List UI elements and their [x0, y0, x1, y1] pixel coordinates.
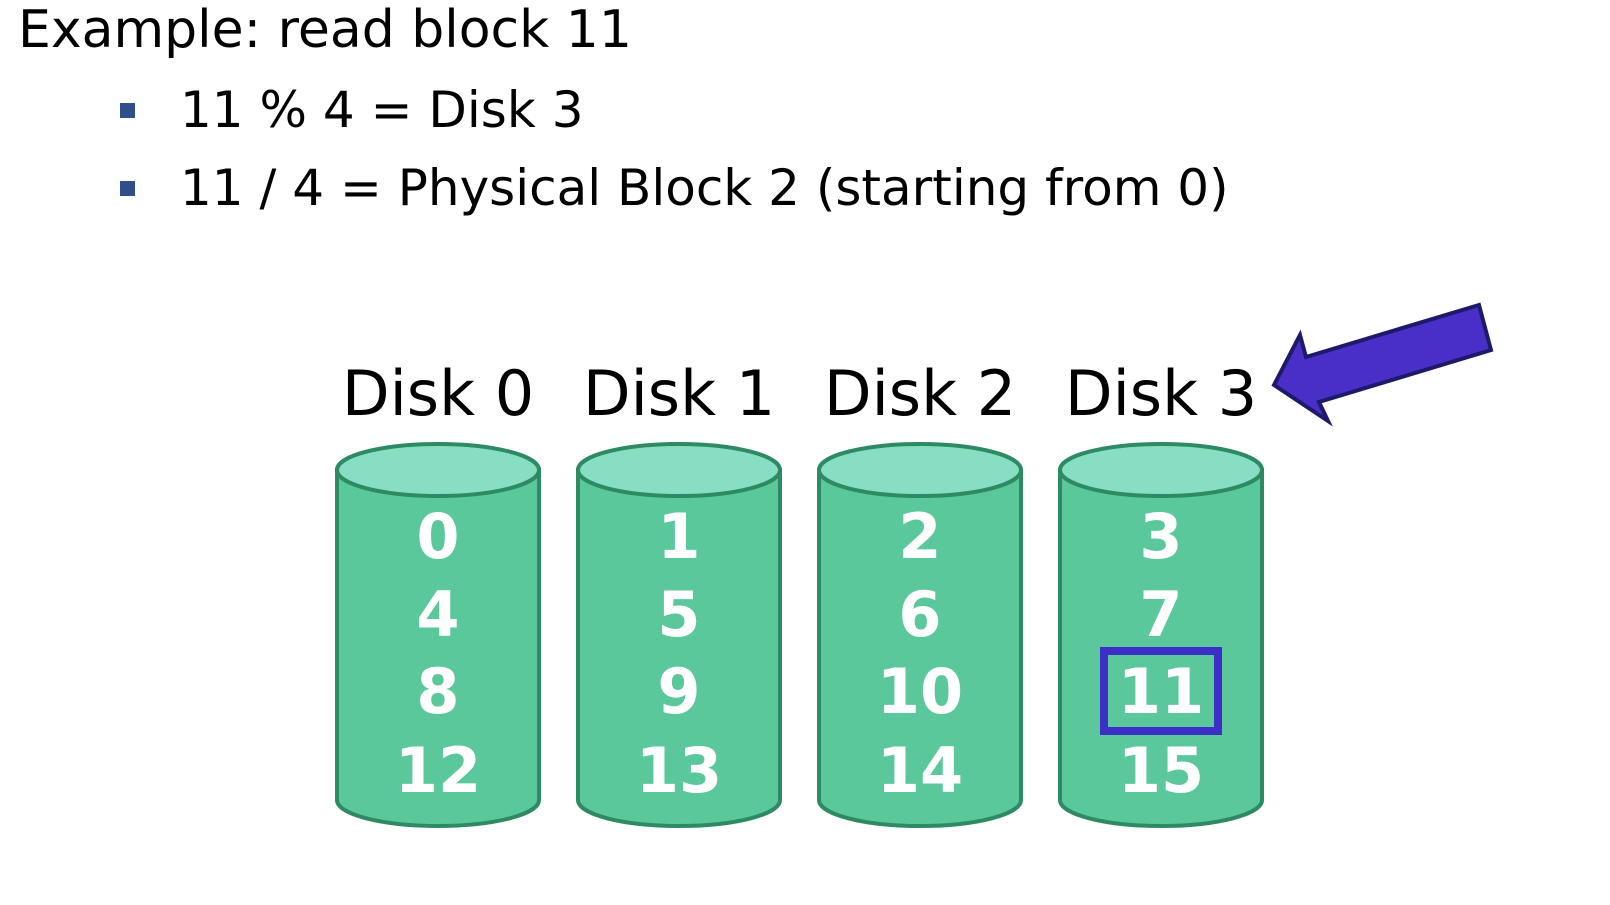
- block-number: 6: [898, 578, 941, 651]
- block-number: 5: [657, 578, 700, 651]
- disk-cylinder-body: [817, 468, 1023, 828]
- block-number: 1: [657, 500, 700, 573]
- disk-cylinder-body: [335, 468, 541, 828]
- block-number: 11: [1118, 655, 1204, 728]
- block-number: 12: [395, 734, 481, 807]
- block-number: 9: [657, 655, 700, 728]
- block-number: 8: [416, 655, 459, 728]
- block-number: 13: [636, 734, 722, 807]
- pointer-arrow-icon: [1271, 302, 1494, 427]
- block-number: 0: [416, 500, 459, 573]
- disk-label: Disk 0: [342, 357, 534, 430]
- bullet-item-division: 11 / 4 = Physical Block 2 (starting from…: [120, 156, 1229, 220]
- block-number: 4: [416, 578, 459, 651]
- block-number: 15: [1118, 734, 1204, 807]
- bullet-square-icon: [120, 180, 135, 196]
- slide-heading: Example: read block 11: [18, 0, 632, 60]
- disk-cylinder-top: [1058, 442, 1264, 498]
- block-number: 2: [898, 500, 941, 573]
- highlighted-block-box: [1100, 647, 1222, 735]
- disk-label: Disk 2: [824, 357, 1016, 430]
- disk-cylinder-top: [335, 442, 541, 498]
- block-number: 14: [877, 734, 963, 807]
- disk-label: Disk 3: [1065, 357, 1257, 430]
- bullet-item-modulo: 11 % 4 = Disk 3: [120, 78, 584, 142]
- block-number: 10: [877, 655, 963, 728]
- disk-label: Disk 1: [583, 357, 775, 430]
- disk-cylinder-top: [817, 442, 1023, 498]
- block-number: 7: [1139, 578, 1182, 651]
- block-number: 3: [1139, 500, 1182, 573]
- disk-cylinder-top: [576, 442, 782, 498]
- arrow-layer: [1271, 302, 1494, 427]
- bullet-text: 11 / 4 = Physical Block 2 (starting from…: [180, 159, 1229, 217]
- disk-cylinder-body: [576, 468, 782, 828]
- bullet-text: 11 % 4 = Disk 3: [180, 81, 584, 139]
- bullet-square-icon: [120, 102, 135, 118]
